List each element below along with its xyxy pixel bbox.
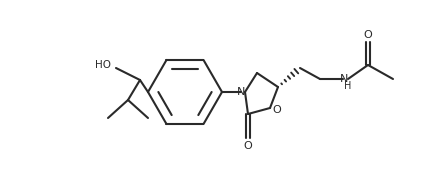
Text: O: O	[244, 141, 252, 151]
Text: HO: HO	[95, 60, 111, 70]
Text: O: O	[272, 105, 281, 115]
Text: N: N	[340, 74, 348, 84]
Text: H: H	[344, 81, 351, 91]
Text: N: N	[237, 87, 245, 97]
Text: O: O	[364, 30, 372, 40]
